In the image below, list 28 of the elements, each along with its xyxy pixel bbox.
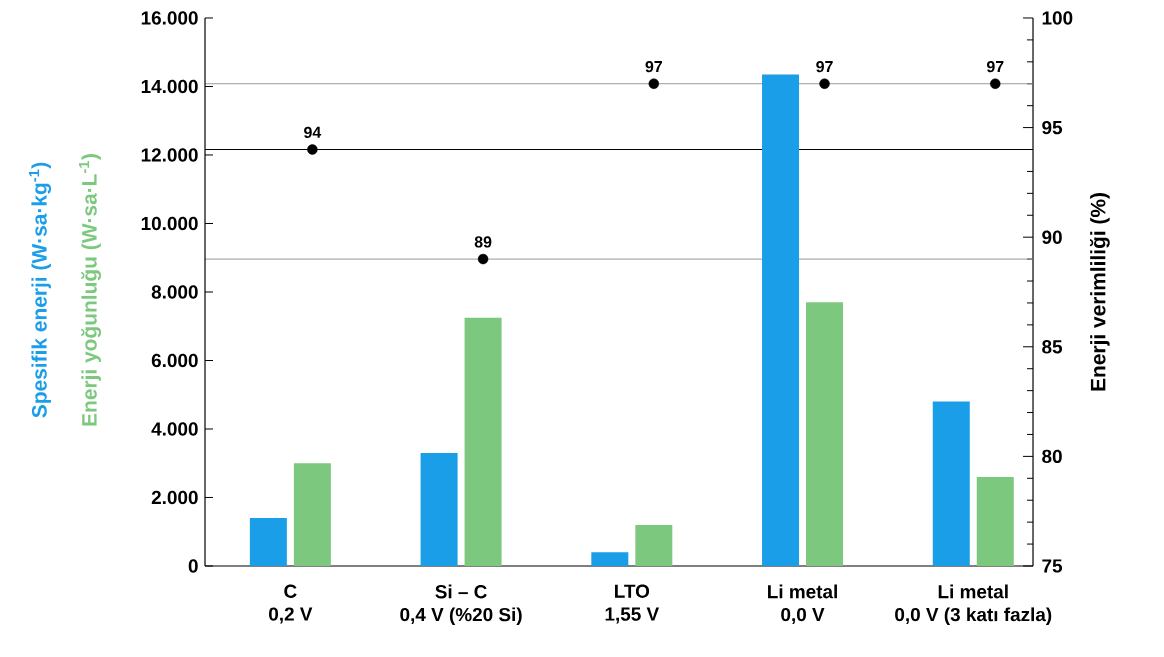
y-tick-label: 16.000 bbox=[141, 11, 198, 25]
y-tick-label: 0 bbox=[188, 559, 198, 573]
data-label: 97 bbox=[986, 60, 1004, 73]
x-tick-label: Li metal 0,0 V bbox=[768, 584, 837, 625]
data-label: 97 bbox=[816, 60, 833, 73]
text: Spesifik enerji (W·sa·kg$^{-1}$) bbox=[29, 162, 52, 418]
y-tick-label: 4.000 bbox=[151, 422, 198, 436]
y2-axis-title: Enerji verimliliği (%) bbox=[1089, 193, 1110, 391]
y2-tick-label: 75 bbox=[1042, 559, 1063, 573]
y2-tick-label: 80 bbox=[1042, 449, 1062, 464]
y2-tick-label: 90 bbox=[1042, 230, 1062, 244]
data-label: 94 bbox=[304, 126, 322, 138]
y-tick-label: 6.000 bbox=[151, 353, 198, 368]
x-tick-label: C 0,2 V bbox=[269, 584, 313, 624]
y-tick-label: 10.000 bbox=[141, 216, 198, 231]
text: Enerji yoğunluğu (W·sa·L$^{-1}$) bbox=[79, 154, 102, 426]
y2-tick-label: 85 bbox=[1042, 340, 1063, 354]
x-tick-label: LTO 1,55 V bbox=[605, 584, 660, 624]
data-label: 97 bbox=[645, 60, 662, 73]
y-tick-label: 12.000 bbox=[141, 148, 198, 162]
y-tick-label: 14.000 bbox=[141, 79, 198, 94]
x-tick-label: Si – C 0,4 V (%20 Si) bbox=[400, 584, 522, 626]
x-tick-label: Li metal 0,0 V (3 katı fazla) bbox=[895, 584, 1052, 626]
y2-tick-label: 100 bbox=[1042, 11, 1073, 25]
data-label: 89 bbox=[474, 236, 492, 248]
y-tick-label: 8.000 bbox=[151, 285, 198, 299]
y-tick-label: 2.000 bbox=[151, 490, 198, 505]
y2-tick-label: 95 bbox=[1042, 120, 1063, 135]
